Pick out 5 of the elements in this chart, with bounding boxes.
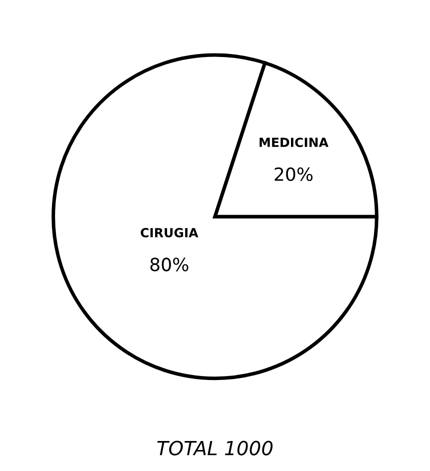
slice-label: MEDICINA: [260, 138, 328, 148]
text: TOTAL 1000: [157, 440, 273, 456]
data-label: 20%: [274, 167, 313, 182]
slice-label: CIRUGIA: [140, 228, 198, 238]
data-label: 80%: [150, 258, 188, 272]
